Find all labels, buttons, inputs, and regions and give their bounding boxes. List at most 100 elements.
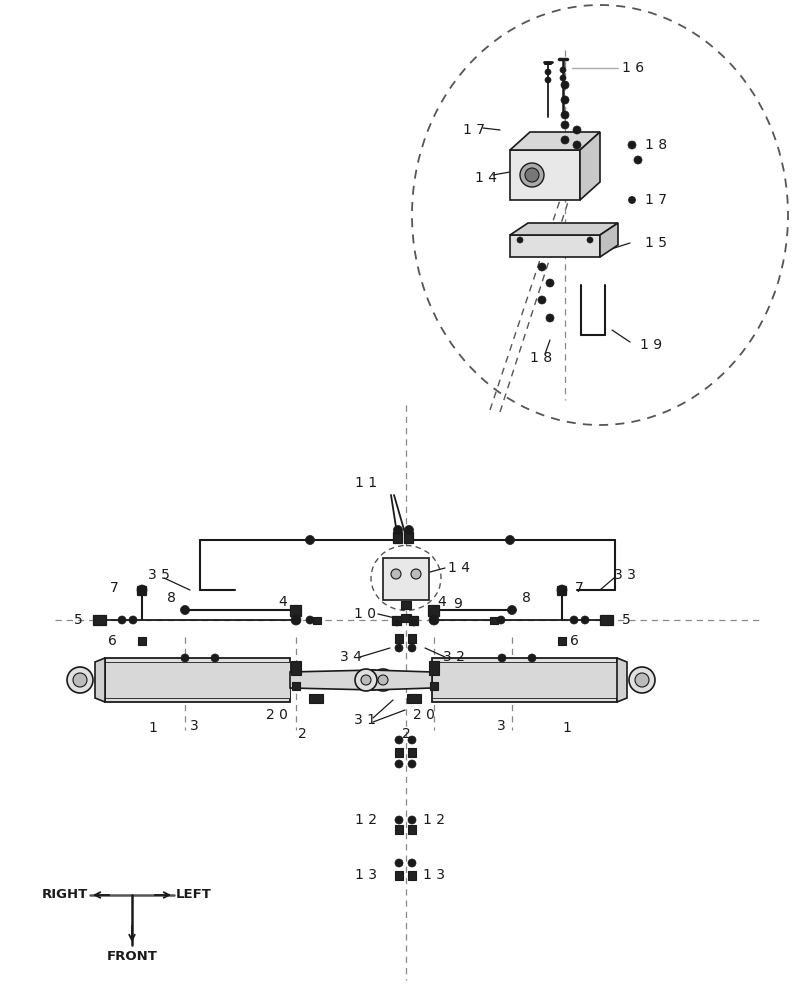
Circle shape xyxy=(560,81,569,89)
Circle shape xyxy=(354,669,376,691)
Circle shape xyxy=(560,67,565,73)
Circle shape xyxy=(497,654,505,662)
Bar xyxy=(393,532,402,542)
Text: 6: 6 xyxy=(108,634,117,648)
Text: 7: 7 xyxy=(574,581,583,595)
Circle shape xyxy=(496,616,504,624)
Circle shape xyxy=(407,859,415,867)
Bar xyxy=(428,661,439,675)
Circle shape xyxy=(378,675,388,685)
Text: 3 3: 3 3 xyxy=(613,568,635,582)
Circle shape xyxy=(629,667,654,693)
Circle shape xyxy=(407,816,415,824)
Polygon shape xyxy=(95,658,105,702)
Polygon shape xyxy=(579,132,599,200)
Text: 1 8: 1 8 xyxy=(644,138,667,152)
Circle shape xyxy=(627,141,635,149)
Text: 1 4: 1 4 xyxy=(448,561,470,575)
Circle shape xyxy=(404,526,413,534)
Circle shape xyxy=(361,675,371,685)
Circle shape xyxy=(556,585,566,595)
Text: 2 0: 2 0 xyxy=(266,708,288,722)
Circle shape xyxy=(394,644,402,652)
Circle shape xyxy=(527,654,535,662)
Text: 3 2: 3 2 xyxy=(443,650,465,664)
Polygon shape xyxy=(509,150,579,200)
Bar xyxy=(137,585,146,594)
Bar xyxy=(394,748,402,756)
Bar xyxy=(407,825,415,834)
Text: 1 6: 1 6 xyxy=(621,61,643,75)
Bar xyxy=(407,748,415,756)
Text: 1 8: 1 8 xyxy=(530,351,551,365)
Bar xyxy=(394,634,402,643)
Circle shape xyxy=(137,585,147,595)
Circle shape xyxy=(545,279,553,287)
Circle shape xyxy=(305,536,314,544)
Bar xyxy=(105,662,290,698)
Text: 3: 3 xyxy=(496,719,505,733)
Bar xyxy=(407,634,415,643)
Text: 5: 5 xyxy=(74,613,83,627)
Bar xyxy=(93,615,106,625)
Circle shape xyxy=(394,859,402,867)
Text: 2: 2 xyxy=(401,727,410,741)
Circle shape xyxy=(181,654,189,662)
Circle shape xyxy=(371,669,393,691)
Circle shape xyxy=(67,667,93,693)
Circle shape xyxy=(581,616,588,624)
Bar xyxy=(394,825,402,834)
Polygon shape xyxy=(599,223,617,257)
Circle shape xyxy=(573,126,581,134)
Circle shape xyxy=(538,296,545,304)
Circle shape xyxy=(628,196,635,204)
Text: 1 2: 1 2 xyxy=(354,813,376,827)
Bar xyxy=(557,637,565,645)
Circle shape xyxy=(634,673,648,687)
Bar xyxy=(383,558,428,600)
Bar xyxy=(312,616,320,624)
Circle shape xyxy=(633,156,642,164)
Text: 3 5: 3 5 xyxy=(148,568,169,582)
Circle shape xyxy=(525,168,539,182)
Bar xyxy=(428,604,439,615)
Circle shape xyxy=(507,605,516,614)
Text: 1 1: 1 1 xyxy=(354,476,376,490)
Circle shape xyxy=(560,96,569,104)
Text: 1 2: 1 2 xyxy=(423,813,444,827)
Circle shape xyxy=(519,163,543,187)
Bar xyxy=(557,585,566,594)
Text: 2 0: 2 0 xyxy=(413,708,435,722)
Text: 1 3: 1 3 xyxy=(423,868,444,882)
Circle shape xyxy=(407,736,415,744)
Bar xyxy=(309,694,323,702)
Circle shape xyxy=(573,141,581,149)
Text: 1 0: 1 0 xyxy=(354,607,375,621)
Bar xyxy=(409,615,418,624)
Bar xyxy=(138,637,146,645)
Bar xyxy=(290,661,301,675)
Circle shape xyxy=(118,616,126,624)
Bar xyxy=(401,614,410,622)
Text: FRONT: FRONT xyxy=(106,950,157,963)
Circle shape xyxy=(560,75,565,81)
Text: 1: 1 xyxy=(561,721,570,735)
Circle shape xyxy=(544,69,551,75)
Circle shape xyxy=(586,237,592,243)
Bar xyxy=(392,615,401,624)
Text: LEFT: LEFT xyxy=(176,888,212,901)
Text: 6: 6 xyxy=(569,634,578,648)
Circle shape xyxy=(410,620,417,626)
Circle shape xyxy=(428,615,439,625)
Circle shape xyxy=(306,616,314,624)
Bar xyxy=(431,658,616,702)
Polygon shape xyxy=(616,658,626,702)
Polygon shape xyxy=(509,223,617,235)
Circle shape xyxy=(538,263,545,271)
Polygon shape xyxy=(509,132,599,150)
Bar xyxy=(404,532,413,542)
Circle shape xyxy=(211,654,219,662)
Text: 5: 5 xyxy=(621,613,630,627)
Text: 1 4: 1 4 xyxy=(474,171,496,185)
Text: 7: 7 xyxy=(109,581,118,595)
